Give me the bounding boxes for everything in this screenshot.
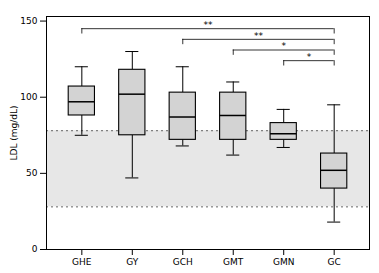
svg-text:*: * — [307, 52, 312, 62]
svg-text:50: 50 — [26, 168, 38, 178]
svg-text:GC: GC — [328, 257, 341, 267]
svg-text:0: 0 — [32, 244, 38, 254]
svg-text:**: ** — [204, 20, 214, 30]
svg-text:100: 100 — [20, 92, 37, 102]
svg-text:GMN: GMN — [273, 257, 294, 267]
svg-text:LDL (mg/dL): LDL (mg/dL) — [9, 105, 19, 160]
svg-text:GMT: GMT — [223, 257, 244, 267]
svg-text:**: ** — [254, 31, 264, 41]
svg-text:*: * — [281, 41, 286, 51]
svg-text:GHE: GHE — [72, 257, 92, 267]
svg-text:GCH: GCH — [173, 257, 193, 267]
svg-text:GY: GY — [126, 257, 139, 267]
svg-text:150: 150 — [20, 16, 37, 26]
